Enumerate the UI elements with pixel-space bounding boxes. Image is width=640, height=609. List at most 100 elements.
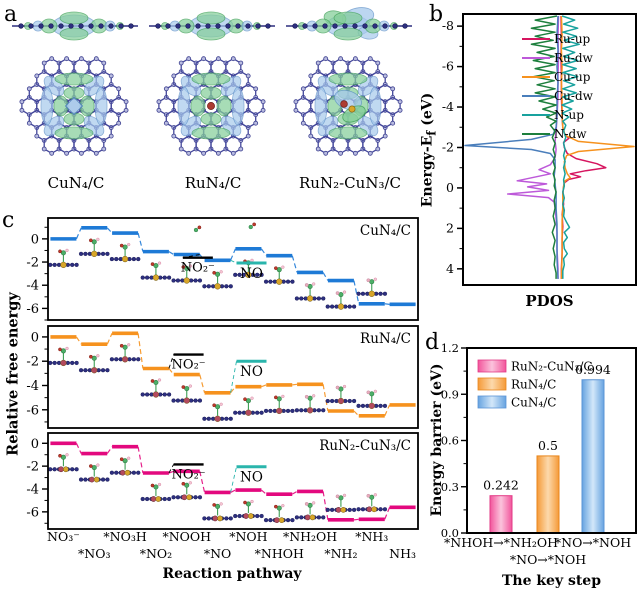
pdos-ytick-label: 4 bbox=[446, 261, 454, 276]
free-energy-diagrams: 0 -2 -4 -6 NO₂⁻ NO CuN₄/C 0 -2 -4 -6 NO₂⁻ NO RuN₄/C 0 -… bbox=[26, 217, 419, 561]
bar-category-label: *NO→*NOH bbox=[555, 535, 631, 550]
energy-barrier-chart: 0.0 0.3 0.6 0.9 1.2 0.242 *NHOH→*NH₂OH 0.5 *NO→*… bbox=[441, 341, 637, 567]
pathway-step-label: *NH₂OH bbox=[283, 529, 337, 544]
legend-swatch-RuN₄/C bbox=[477, 377, 507, 391]
bar-RuN₂-CuN₃/C bbox=[489, 495, 513, 534]
pathway-panel-CuN₄/C: 0 -2 -4 -6 NO₂⁻ NO CuN₄/C bbox=[26, 217, 419, 321]
legend-label-N-up: N-up bbox=[554, 108, 584, 122]
pdos-ytick-label: 0 bbox=[446, 180, 454, 195]
legend-label-Ru-dw: Ru-dw bbox=[554, 51, 594, 65]
structure-cun4c: CuN₄/C bbox=[8, 6, 144, 192]
legend-label-CuN₄/C: CuN₄/C bbox=[511, 396, 556, 410]
free-energy-y-axis-label: Relative free energy bbox=[4, 292, 22, 456]
energy-ytick-label: 0 bbox=[31, 437, 39, 452]
legend-label-RuN₂-CuN₃/C: RuN₂-CuN₃/C bbox=[511, 360, 593, 374]
pathway-step-label: *NO bbox=[204, 546, 231, 561]
structure-label: CuN₄/C bbox=[47, 174, 105, 192]
structure-image-run4c bbox=[149, 11, 275, 156]
molecule-icon bbox=[263, 394, 295, 415]
molecule-icon bbox=[202, 402, 233, 422]
energy-ytick-label: -2 bbox=[26, 256, 39, 271]
pdos-y-axis-label: Energy-Ef (eV) bbox=[419, 92, 439, 208]
pathway-step-label: NH₃ bbox=[389, 546, 416, 561]
energy-ytick-label: -2 bbox=[26, 460, 39, 475]
panel-d-letter: d bbox=[425, 330, 440, 355]
molecule-icon bbox=[294, 282, 326, 302]
key-step-x-axis-label: The key step bbox=[501, 573, 602, 589]
bar-legend: RuN₂-CuN₃/C RuN₄/C CuN₄/C bbox=[477, 360, 593, 410]
bar-CuN₄/C bbox=[581, 379, 605, 534]
pdos-x-axis-label: PDOS bbox=[525, 292, 574, 310]
pathway-step-label: *NH₃ bbox=[355, 529, 388, 544]
legend-swatch-CuN₄/C bbox=[477, 395, 507, 409]
legend-label-Cu-up: Cu-up bbox=[554, 70, 591, 84]
pathway-step-label: *NH₂ bbox=[324, 546, 357, 561]
molecule-icon bbox=[48, 248, 79, 269]
molecule-icon bbox=[294, 501, 326, 521]
pdos-ytick-label: 2 bbox=[446, 220, 454, 235]
pathway-panel-RuN₄/C: 0 -2 -4 -6 NO₂⁻ NO RuN₄/C bbox=[26, 325, 419, 429]
pathway-step-label: *NO₂ bbox=[140, 546, 172, 561]
pathway-xtick-labels: NO₃⁻ *NO₃ *NO₃H *NO₂ *NOOH *NO *NOH *NHOH *NH₂OH… bbox=[47, 529, 416, 561]
pdos-curve-Cu-dw bbox=[464, 15, 559, 279]
molecule-icon bbox=[356, 277, 388, 297]
molecule-icon bbox=[202, 502, 233, 522]
molecule-icon bbox=[263, 265, 295, 285]
no2-annotation-label: NO₂⁻ bbox=[172, 467, 206, 482]
structure-run4c: RuN₄/C bbox=[145, 6, 281, 192]
no-annotation-label: NO bbox=[240, 364, 263, 380]
no2-annotation-label: NO₂⁻ bbox=[172, 358, 206, 373]
no-annotation-label: NO bbox=[240, 470, 263, 486]
legend-label-N-dw: N-dw bbox=[554, 127, 587, 141]
pdos-axes: -8 -6 -4 -2 0 2 4 bbox=[442, 18, 463, 276]
structure-label: RuN₄/C bbox=[184, 174, 242, 192]
pdos-legend: Ru-up Ru-dw Cu-up Cu-dw N-up N-dw bbox=[522, 32, 594, 141]
panel-b-letter: b bbox=[429, 2, 444, 27]
pdos-curve-N-up bbox=[561, 15, 580, 279]
legend-label-Ru-up: Ru-up bbox=[554, 32, 591, 46]
reaction-pathway-x-axis-label: Reaction pathway bbox=[162, 566, 302, 582]
bar-ytick-label: 0.3 bbox=[441, 480, 459, 494]
structure-run2cun3c: RuN₂-CuN₃/C bbox=[282, 6, 418, 192]
pathway-step-label: *NOH bbox=[229, 529, 267, 544]
pdos-ytick-label: -4 bbox=[442, 99, 454, 114]
energy-ytick-label: -6 bbox=[26, 403, 39, 418]
molecule-icon bbox=[233, 499, 264, 519]
panel-a-letter: a bbox=[4, 2, 18, 27]
no-annotation-label: NO bbox=[240, 266, 263, 282]
molecule-icon bbox=[202, 270, 233, 290]
pdos-curves bbox=[464, 15, 635, 279]
bar-axes: 0.0 0.3 0.6 0.9 1.2 bbox=[441, 341, 467, 540]
structure-image-run2cun3c bbox=[286, 7, 412, 156]
energy-ytick-label: -4 bbox=[26, 379, 39, 394]
energy-ytick-label: -4 bbox=[26, 483, 39, 498]
structure-image-cun4c bbox=[12, 11, 138, 156]
structure-render bbox=[12, 11, 138, 156]
pathway-panel-title: CuN₄/C bbox=[360, 223, 411, 239]
energy-ytick-label: -6 bbox=[26, 505, 39, 520]
pdos-curve-N-dw bbox=[530, 15, 558, 279]
pathway-panel-RuN₂-CuN₃/C: 0 -2 -4 -6 NO₂⁻ NO RuN₂-CuN₃/C bbox=[26, 432, 419, 530]
molecule-icon bbox=[263, 503, 295, 523]
energy-ytick-label: -2 bbox=[26, 355, 39, 370]
molecule-icon bbox=[78, 354, 110, 374]
pdos-plot: -8 -6 -4 -2 0 2 4 Ru-up Ru-dw Cu-up Cu-dw N-up N-dw bbox=[442, 13, 637, 286]
molecule-icon bbox=[78, 237, 110, 258]
pathway-step-label: *NO₃ bbox=[78, 546, 110, 561]
molecule-icon bbox=[109, 343, 141, 363]
molecule-icon bbox=[325, 384, 357, 405]
molecule-icon bbox=[48, 453, 79, 473]
molecule-icon bbox=[140, 482, 172, 502]
pdos-ytick-label: -2 bbox=[442, 139, 454, 154]
molecule-icon bbox=[233, 396, 264, 416]
molecule-icon bbox=[325, 493, 357, 513]
energy-barrier-y-axis-label: Energy barrier (eV) bbox=[429, 363, 445, 517]
pathway-step-label: *NO₃H bbox=[103, 529, 146, 544]
molecule-icon bbox=[109, 456, 141, 476]
molecule-icon bbox=[171, 264, 203, 284]
bar-RuN₄/C bbox=[536, 455, 560, 534]
structure-render bbox=[286, 7, 412, 156]
pathway-step-label: *NOOH bbox=[162, 529, 211, 544]
pathway-step-label: NO₃⁻ bbox=[47, 529, 80, 544]
